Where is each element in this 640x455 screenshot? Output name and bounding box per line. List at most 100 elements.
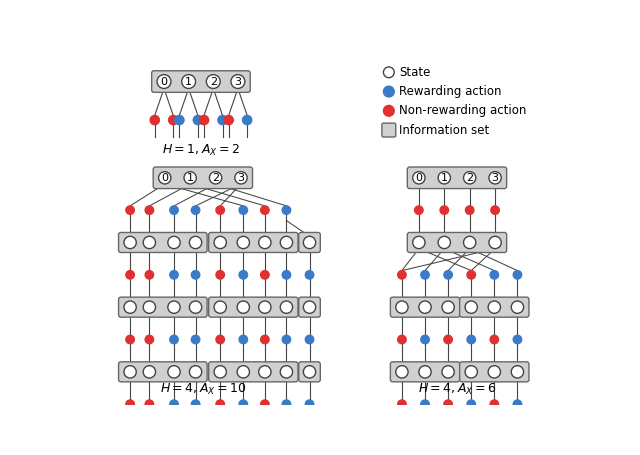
- FancyBboxPatch shape: [209, 297, 298, 317]
- Circle shape: [182, 75, 196, 88]
- Circle shape: [191, 271, 200, 279]
- Circle shape: [396, 366, 408, 378]
- Circle shape: [442, 301, 454, 313]
- Text: 0: 0: [415, 173, 422, 183]
- Circle shape: [420, 335, 429, 344]
- Text: 2: 2: [466, 173, 473, 183]
- Text: $H = 4, A_X = 6$: $H = 4, A_X = 6$: [418, 382, 497, 397]
- Circle shape: [216, 400, 225, 409]
- Circle shape: [124, 236, 136, 248]
- Text: 0: 0: [161, 173, 168, 183]
- FancyBboxPatch shape: [390, 297, 460, 317]
- Circle shape: [200, 116, 209, 125]
- Circle shape: [303, 366, 316, 378]
- Circle shape: [193, 116, 202, 125]
- Circle shape: [467, 271, 476, 279]
- Circle shape: [214, 366, 227, 378]
- Circle shape: [490, 400, 499, 409]
- Circle shape: [184, 172, 196, 184]
- Text: 3: 3: [492, 173, 499, 183]
- Circle shape: [239, 206, 248, 214]
- Circle shape: [159, 172, 171, 184]
- Circle shape: [239, 400, 248, 409]
- Circle shape: [489, 172, 501, 184]
- FancyBboxPatch shape: [209, 362, 298, 382]
- Circle shape: [463, 236, 476, 248]
- Text: $H = 4, A_X = 10$: $H = 4, A_X = 10$: [160, 382, 246, 397]
- Circle shape: [216, 335, 225, 344]
- Circle shape: [206, 75, 220, 88]
- Circle shape: [191, 400, 200, 409]
- Circle shape: [168, 116, 178, 125]
- Circle shape: [239, 271, 248, 279]
- Circle shape: [465, 206, 474, 214]
- Circle shape: [420, 400, 429, 409]
- Circle shape: [145, 400, 154, 409]
- Circle shape: [143, 236, 156, 248]
- Circle shape: [397, 400, 406, 409]
- FancyBboxPatch shape: [460, 297, 529, 317]
- Circle shape: [513, 335, 522, 344]
- Circle shape: [490, 271, 499, 279]
- Circle shape: [280, 366, 292, 378]
- Text: $H = 1, A_X = 2$: $H = 1, A_X = 2$: [162, 143, 240, 158]
- Circle shape: [488, 301, 500, 313]
- Circle shape: [397, 271, 406, 279]
- FancyBboxPatch shape: [153, 167, 253, 188]
- Circle shape: [303, 236, 316, 248]
- Circle shape: [239, 335, 248, 344]
- Circle shape: [168, 366, 180, 378]
- FancyBboxPatch shape: [209, 233, 298, 253]
- Circle shape: [145, 271, 154, 279]
- Circle shape: [126, 206, 134, 214]
- Circle shape: [224, 116, 234, 125]
- Circle shape: [126, 400, 134, 409]
- Circle shape: [126, 335, 134, 344]
- Text: 2: 2: [212, 173, 219, 183]
- Text: 3: 3: [234, 76, 241, 86]
- Circle shape: [170, 271, 178, 279]
- FancyBboxPatch shape: [460, 362, 529, 382]
- FancyBboxPatch shape: [299, 362, 320, 382]
- Circle shape: [143, 366, 156, 378]
- Circle shape: [189, 236, 202, 248]
- FancyBboxPatch shape: [118, 233, 207, 253]
- Circle shape: [444, 400, 452, 409]
- Circle shape: [463, 172, 476, 184]
- Text: Non-rewarding action: Non-rewarding action: [399, 104, 526, 117]
- Circle shape: [305, 271, 314, 279]
- Text: 2: 2: [210, 76, 217, 86]
- Circle shape: [465, 301, 477, 313]
- Circle shape: [513, 271, 522, 279]
- Circle shape: [489, 236, 501, 248]
- Circle shape: [444, 335, 452, 344]
- Circle shape: [191, 206, 200, 214]
- FancyBboxPatch shape: [118, 362, 207, 382]
- FancyBboxPatch shape: [407, 167, 507, 188]
- Circle shape: [438, 172, 451, 184]
- Circle shape: [260, 271, 269, 279]
- FancyBboxPatch shape: [390, 362, 460, 382]
- Circle shape: [214, 301, 227, 313]
- Circle shape: [260, 335, 269, 344]
- Circle shape: [237, 301, 250, 313]
- Circle shape: [126, 271, 134, 279]
- Text: State: State: [399, 66, 430, 79]
- Circle shape: [124, 301, 136, 313]
- Circle shape: [209, 172, 221, 184]
- Circle shape: [237, 236, 250, 248]
- Circle shape: [383, 86, 394, 97]
- Circle shape: [231, 75, 245, 88]
- Circle shape: [218, 116, 227, 125]
- Circle shape: [259, 301, 271, 313]
- Circle shape: [243, 116, 252, 125]
- FancyBboxPatch shape: [299, 297, 320, 317]
- Circle shape: [397, 335, 406, 344]
- Circle shape: [145, 335, 154, 344]
- FancyBboxPatch shape: [299, 233, 320, 253]
- Circle shape: [305, 335, 314, 344]
- Circle shape: [413, 236, 425, 248]
- Circle shape: [189, 301, 202, 313]
- FancyBboxPatch shape: [382, 123, 396, 137]
- Text: 1: 1: [185, 76, 192, 86]
